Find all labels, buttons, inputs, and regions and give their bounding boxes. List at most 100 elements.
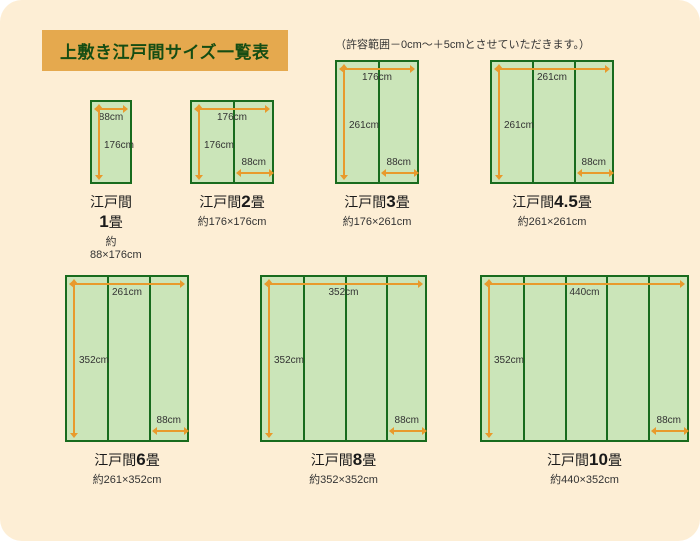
mat-name-prefix: 江戸間 (90, 194, 132, 210)
mat-name-prefix: 江戸間 (512, 194, 554, 210)
mat-seam (574, 62, 576, 182)
mat-name: 江戸間 1畳 (90, 192, 132, 232)
mat-name-number: 6 (136, 450, 145, 469)
size-chart-canvas: 上敷き江戸間サイズ一覧表 （許容範囲－0cm～＋5cmとさせていただきます。） … (0, 0, 700, 541)
mat-caption: 江戸間 1畳約88×176cm (90, 192, 132, 261)
mat-size-label: 約176×176cm (190, 213, 274, 229)
mat-seam (606, 277, 608, 440)
arrow-width (268, 283, 419, 285)
mat-diagram: 261cm352cm88cm (65, 275, 189, 442)
mat-name-suffix: 畳 (109, 214, 123, 230)
arrow-height (488, 283, 490, 434)
arrow-panel-width (655, 430, 685, 432)
mat-size-label: 約88×176cm (90, 233, 132, 261)
dim-panel-width-label: 88cm (657, 415, 681, 426)
mat-seam (345, 277, 347, 440)
mat-name-suffix: 畳 (146, 452, 160, 468)
mat-item-e45: 261cm261cm88cm江戸間4.5畳約261×261cm (490, 60, 614, 184)
mat-name-prefix: 江戸間 (199, 194, 241, 210)
mat-name-number: 4.5 (554, 192, 578, 211)
mat-name-prefix: 江戸間 (94, 452, 136, 468)
dim-panel-width-label: 88cm (242, 157, 266, 168)
arrow-height (498, 68, 500, 176)
mat-name: 江戸間6畳 (65, 450, 189, 470)
mat-diagram: 261cm261cm88cm (490, 60, 614, 184)
mat-item-e10: 440cm352cm88cm江戸間10畳約440×352cm (480, 275, 689, 442)
dim-height-label: 352cm (79, 355, 109, 366)
dim-panel-width-label: 88cm (387, 157, 411, 168)
dim-width-label: 261cm (112, 287, 142, 298)
dim-width-label: 176cm (362, 72, 392, 83)
dim-width-label: 176cm (217, 112, 247, 123)
arrow-width (73, 283, 181, 285)
mat-name: 江戸間8畳 (260, 450, 427, 470)
mat-diagram: 352cm 352cm 88cm (260, 275, 427, 442)
arrow-width (343, 68, 411, 70)
mat-seam (565, 277, 567, 440)
mat-name: 江戸間4.5畳 (490, 192, 614, 212)
mat-item-e2: 176cm176cm88cm江戸間2畳約176×176cm (190, 100, 274, 184)
mat-name-prefix: 江戸間 (344, 194, 386, 210)
mat-diagram: 176cm 176cm 88cm (190, 100, 274, 184)
mat-item-e3: 176cm261cm88cm江戸間3畳約176×261cm (335, 60, 419, 184)
dim-height-label: 352cm (494, 355, 524, 366)
mat-name-suffix: 畳 (396, 194, 410, 210)
mat-seam (648, 277, 650, 440)
mat-size-label: 約176×261cm (335, 213, 419, 229)
dim-height-label: 176cm (204, 140, 234, 151)
arrow-height (73, 283, 75, 434)
mat-caption: 江戸間10畳約440×352cm (480, 450, 689, 487)
dim-height-label: 352cm (274, 355, 304, 366)
chart-title: 上敷き江戸間サイズ一覧表 (42, 30, 288, 71)
mat-caption: 江戸間2畳約176×176cm (190, 192, 274, 229)
mat-name: 江戸間10畳 (480, 450, 689, 470)
mat-name: 江戸間2畳 (190, 192, 274, 212)
mat-name-suffix: 畳 (578, 194, 592, 210)
mat-size-label: 約261×352cm (65, 471, 189, 487)
arrow-panel-width (156, 430, 185, 432)
mat-name-number: 3 (386, 192, 395, 211)
mat-size-label: 約352×352cm (260, 471, 427, 487)
arrow-panel-width (393, 430, 423, 432)
mat-caption: 江戸間6畳約261×352cm (65, 450, 189, 487)
mat-size-label: 約261×261cm (490, 213, 614, 229)
mat-name-suffix: 畳 (251, 194, 265, 210)
arrow-width (498, 68, 606, 70)
mat-item-e6: 261cm352cm88cm江戸間6畳約261×352cm (65, 275, 189, 442)
dim-height-label: 261cm (349, 120, 379, 131)
dim-width-label: 440cm (569, 287, 599, 298)
dim-height-label: 261cm (504, 120, 534, 131)
mat-caption: 江戸間3畳約176×261cm (335, 192, 419, 229)
mat-name-number: 8 (353, 450, 362, 469)
mat-name-suffix: 畳 (362, 452, 376, 468)
mat-diagram: 440cm 352cm 88cm (480, 275, 689, 442)
dim-panel-width-label: 88cm (395, 415, 419, 426)
arrow-height (343, 68, 345, 176)
mat-item-e8: 352cm352cm88cm江戸間8畳約352×352cm (260, 275, 427, 442)
arrow-height (268, 283, 270, 434)
mat-diagram: 88cm 176cm (90, 100, 132, 184)
dim-width-label: 88cm (99, 112, 123, 123)
dim-width-label: 352cm (328, 287, 358, 298)
mat-name-number: 10 (589, 450, 608, 469)
mat-name-suffix: 畳 (608, 452, 622, 468)
mat-name-prefix: 江戸間 (311, 452, 353, 468)
mat-seam (149, 277, 151, 440)
mat-name: 江戸間3畳 (335, 192, 419, 212)
mat-size-label: 約440×352cm (480, 471, 689, 487)
arrow-panel-width (240, 172, 270, 174)
mat-seam (386, 277, 388, 440)
dim-height-label: 176cm (104, 140, 134, 151)
mat-name-prefix: 江戸間 (547, 452, 589, 468)
arrow-panel-width (581, 172, 610, 174)
mat-caption: 江戸間8畳約352×352cm (260, 450, 427, 487)
mat-name-number: 2 (241, 192, 250, 211)
dim-width-label: 261cm (537, 72, 567, 83)
arrow-height (198, 108, 200, 176)
mat-name-number: 1 (99, 212, 108, 231)
arrow-height (98, 108, 100, 176)
mat-diagram: 176cm 261cm 88cm (335, 60, 419, 184)
tolerance-note: （許容範囲－0cm～＋5cmとさせていただきます。） (335, 36, 590, 52)
mat-item-e1: 88cm176cm江戸間1畳約88×176cm (90, 100, 132, 184)
mat-caption: 江戸間4.5畳約261×261cm (490, 192, 614, 229)
